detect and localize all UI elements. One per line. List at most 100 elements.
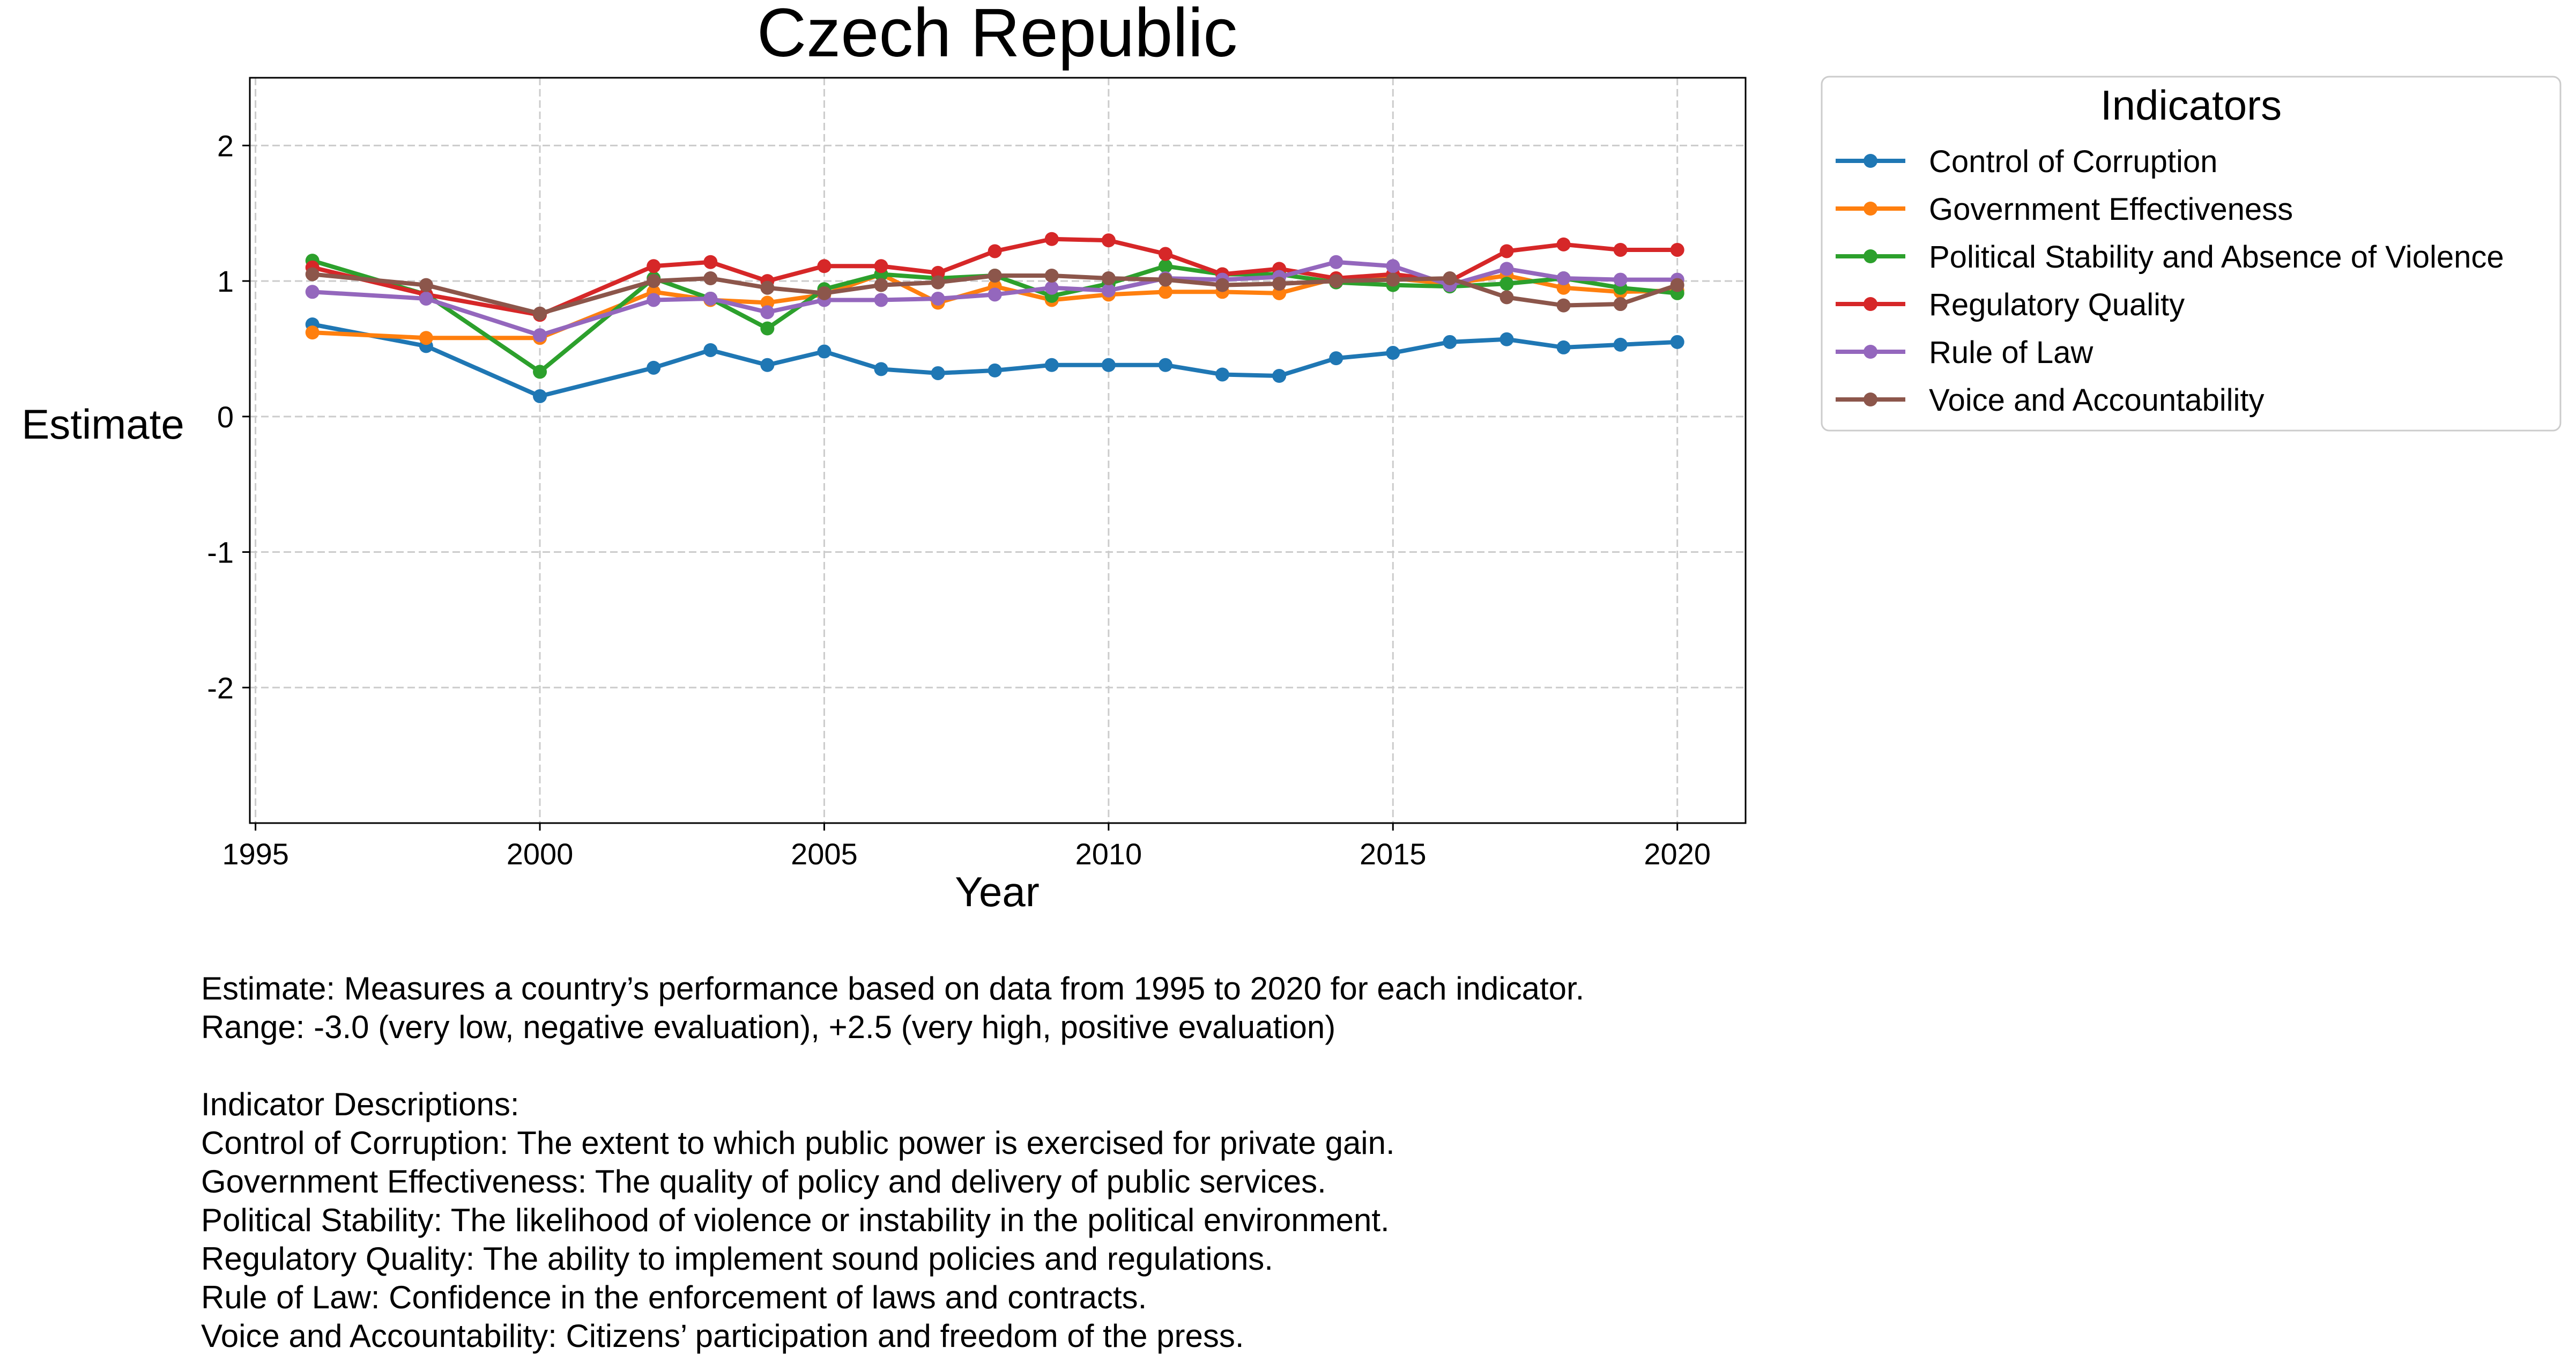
point-control-of-corruption-2008 — [988, 363, 1002, 377]
x-tick-label-1995: 1995 — [222, 837, 289, 871]
point-political-stability-and-absence-of-violence-2011 — [1158, 259, 1172, 273]
description-government-effectiveness: Government Effectiveness: The quality of… — [201, 1164, 1326, 1199]
point-political-stability-and-absence-of-violence-2004 — [760, 321, 775, 336]
series-line-rule-of-law — [312, 260, 1677, 338]
point-regulatory-quality-2019 — [1613, 242, 1628, 257]
legend-label-political-stability-and-absence-of-violence: Political Stability and Absence of Viole… — [1929, 240, 2504, 275]
chart-title: Czech Republic — [757, 0, 1237, 71]
point-voice-and-accountability-2009 — [1044, 268, 1059, 283]
y-axis-label: Estimate — [21, 401, 184, 448]
x-tick-label-2020: 2020 — [1644, 837, 1711, 871]
x-tick-label-2000: 2000 — [507, 837, 574, 871]
point-voice-and-accountability-2008 — [988, 268, 1002, 283]
notes: Estimate: Measures a country’s performan… — [201, 969, 2077, 1356]
point-government-effectiveness-1996 — [305, 325, 320, 340]
legend-box — [1821, 76, 2562, 432]
point-control-of-corruption-2013 — [1272, 369, 1287, 383]
point-voice-and-accountability-2014 — [1329, 274, 1343, 288]
point-voice-and-accountability-1998 — [419, 278, 433, 292]
point-rule-of-law-2007 — [931, 291, 945, 306]
legend: Indicators Control of Corruption Governme… — [1821, 76, 2562, 432]
point-voice-and-accountability-2000 — [533, 306, 547, 321]
description-voice-and-accountability: Voice and Accountability: Citizens’ part… — [201, 1318, 1244, 1354]
point-rule-of-law-2017 — [1499, 262, 1514, 276]
description-political-stability: Political Stability: The likelihood of v… — [201, 1202, 1390, 1238]
estimate-note: Estimate: Measures a country’s performan… — [201, 971, 1585, 1006]
point-rule-of-law-2019 — [1613, 272, 1628, 287]
legend-label-rule-of-law: Rule of Law — [1929, 335, 2094, 370]
y-tick-label--1: -1 — [207, 536, 234, 569]
point-regulatory-quality-2008 — [988, 244, 1002, 258]
point-control-of-corruption-2018 — [1556, 340, 1571, 354]
point-voice-and-accountability-2020 — [1670, 278, 1684, 292]
point-regulatory-quality-2017 — [1499, 244, 1514, 258]
point-regulatory-quality-2003 — [703, 255, 718, 269]
legend-entry-voice-and-accountability: Voice and Accountability — [1836, 383, 2265, 418]
point-rule-of-law-2002 — [647, 293, 661, 307]
point-voice-and-accountability-2003 — [703, 271, 718, 286]
point-control-of-corruption-2000 — [533, 389, 547, 403]
series-voice-and-accountability — [305, 267, 1684, 321]
legend-title: Indicators — [2100, 82, 2282, 129]
point-voice-and-accountability-2012 — [1215, 278, 1230, 292]
series-layer — [305, 232, 1684, 403]
point-control-of-corruption-2002 — [647, 360, 661, 375]
legend-marker-control-of-corruption — [1864, 154, 1877, 168]
point-voice-and-accountability-2015 — [1386, 272, 1400, 287]
point-government-effectiveness-1998 — [419, 331, 433, 345]
point-control-of-corruption-2019 — [1613, 337, 1628, 352]
point-rule-of-law-2003 — [703, 291, 718, 306]
x-axis-label: Year — [955, 868, 1040, 915]
legend-marker-political-stability-and-absence-of-violence — [1864, 249, 1877, 263]
legend-marker-voice-and-accountability — [1864, 393, 1877, 406]
x-tick-label-2010: 2010 — [1075, 837, 1142, 871]
point-rule-of-law-2006 — [874, 293, 888, 307]
point-voice-and-accountability-2019 — [1613, 297, 1628, 312]
legend-marker-regulatory-quality — [1864, 297, 1877, 311]
point-control-of-corruption-2020 — [1670, 335, 1684, 349]
point-voice-and-accountability-2018 — [1556, 298, 1571, 313]
point-political-stability-and-absence-of-violence-2000 — [533, 365, 547, 379]
x-tick-label-2005: 2005 — [791, 837, 858, 871]
point-voice-and-accountability-2004 — [760, 280, 775, 295]
point-voice-and-accountability-1996 — [305, 267, 320, 282]
series-line-government-effectiveness — [312, 272, 1677, 340]
legend-label-regulatory-quality: Regulatory Quality — [1929, 287, 2185, 322]
point-voice-and-accountability-2006 — [874, 278, 888, 292]
point-control-of-corruption-2014 — [1329, 351, 1343, 366]
point-voice-and-accountability-2010 — [1101, 271, 1116, 286]
legend-label-government-effectiveness: Government Effectiveness — [1929, 192, 2293, 227]
legend-label-voice-and-accountability: Voice and Accountability — [1929, 383, 2265, 418]
point-control-of-corruption-2005 — [817, 344, 832, 359]
legend-label-control-of-corruption: Control of Corruption — [1929, 144, 2217, 179]
point-control-of-corruption-2007 — [931, 366, 945, 380]
point-rule-of-law-2000 — [533, 328, 547, 343]
point-rule-of-law-2014 — [1329, 255, 1343, 269]
point-rule-of-law-2010 — [1101, 283, 1116, 298]
y-tick-label-2: 2 — [217, 129, 234, 162]
description-control-of-corruption: Control of Corruption: The extent to whi… — [201, 1125, 1395, 1161]
point-control-of-corruption-2004 — [760, 358, 775, 372]
point-regulatory-quality-2002 — [647, 259, 661, 273]
descriptions-heading: Indicator Descriptions: — [201, 1086, 519, 1122]
legend-entry-regulatory-quality: Regulatory Quality — [1836, 287, 2185, 322]
point-control-of-corruption-2011 — [1158, 358, 1172, 372]
legend-marker-government-effectiveness — [1864, 202, 1877, 216]
y-tick-label-1: 1 — [217, 264, 234, 298]
legend-entries: Control of Corruption Government Effectiv… — [1836, 144, 2504, 418]
point-voice-and-accountability-2007 — [931, 275, 945, 290]
point-rule-of-law-2009 — [1044, 280, 1059, 295]
legend-entry-control-of-corruption: Control of Corruption — [1836, 144, 2217, 179]
point-rule-of-law-1996 — [305, 285, 320, 299]
notes-spacer — [201, 1047, 2077, 1085]
plot-frame — [249, 77, 1747, 824]
series-line-control-of-corruption — [311, 322, 1677, 398]
x-tick-label-2015: 2015 — [1360, 837, 1427, 871]
point-control-of-corruption-2016 — [1443, 335, 1457, 349]
point-control-of-corruption-2017 — [1499, 332, 1514, 346]
point-voice-and-accountability-2011 — [1158, 272, 1172, 287]
axes: 1995 2000 2005 2010 2015 2020 -2 -1 0 1 2 — [207, 129, 1711, 871]
point-regulatory-quality-2020 — [1670, 242, 1684, 257]
point-control-of-corruption-2012 — [1215, 367, 1230, 382]
